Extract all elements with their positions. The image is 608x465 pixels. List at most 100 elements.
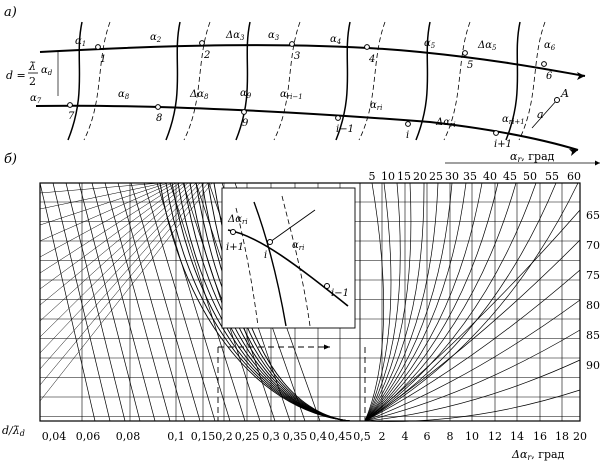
lower-angle-label-7: Δαri [435,117,456,129]
cross-diagonal [39,182,197,338]
fan-curve [364,182,385,422]
cross-diagonal [39,182,165,210]
bottom-right-axis-ticks: 2 4 6 8 10 12 14 16 18 20 [379,430,588,443]
diagonal-line [130,182,201,422]
fan-curve [364,182,579,422]
bottom-right-tick-label: 20 [573,430,587,443]
inset-delta-alpha: Δαri [227,214,248,226]
fan-curve [364,182,439,422]
top-tick-label: 20 [413,170,427,183]
bottom-right-tick-label: 4 [402,430,409,443]
diagonal-line [52,182,111,422]
fan-curve [364,182,425,422]
diagonal-line [104,182,171,422]
isoline-dashed-2 [183,21,211,141]
upper-point-label-1: 1 [100,54,106,65]
lower-point-label-2: 8 [156,113,162,124]
wavefront-solid-2 [165,21,181,141]
top-tick-label: 40 [483,170,497,183]
bottom-left-tick-label: 0,15 [191,430,216,443]
bottom-left-tick-label: 0,08 [116,430,141,443]
diagonal-line [39,182,96,422]
bottom-left-tick-label: 0,3 [262,430,280,443]
a-segment [531,99,558,129]
cross-diagonal [39,182,189,306]
fan-curve-right [364,209,581,422]
bottom-right-tick-label: 2 [379,430,386,443]
cross-diagonal [39,182,185,290]
lower-point-label-3: 9 [242,118,249,129]
wavefront-solid-6 [505,21,521,141]
upper-point-label-4: 4 [368,54,375,65]
upper-point-label-3: 3 [294,51,300,62]
bottom-right-axis-title: Δαr, град [511,448,565,462]
wavefront-solid-3 [235,21,251,141]
top-tick-label: 25 [429,170,443,183]
cross-diagonal [39,182,205,370]
lower-angle-label-8: αri+1 [502,114,525,126]
bottom-left-tick-label: 0,2 [215,430,233,443]
fan-curve [364,182,467,422]
lower-point-marker-1 [67,102,73,108]
upper-ray-trajectory [39,44,586,77]
inset-normal [269,209,316,243]
bottom-left-tick-label: 0,25 [235,430,260,443]
lower-point-label-6: i+1 [494,139,512,150]
inset-frame [221,187,356,329]
fan-curve-right [364,239,581,422]
diagonal-line [182,182,261,422]
part-a-label: а) [4,5,17,20]
top-tick-label: 60 [567,170,581,183]
right-tick-label: 70 [586,239,600,252]
fan-curve-right [364,299,581,422]
right-tick-label: 80 [586,299,600,312]
lambda-bar-label: λ̄ [28,60,36,73]
bottom-right-tick-label: 16 [533,430,547,443]
bottom-left-tick-label: 0,35 [283,430,308,443]
fan-curve [364,182,412,422]
upper-angle-label-6: α5 [424,38,436,50]
fan-curve [364,182,392,422]
fan-curve-right [364,329,581,422]
wavefront-solid-1 [67,21,83,141]
lower-point-marker-2 [155,104,161,110]
fan-curve [364,182,401,422]
bottom-left-tick-label: 0,45 [328,430,353,443]
cross-diagonal [39,182,213,402]
diagonal-line [91,182,156,422]
point-a-marker [554,97,560,103]
right-tick-label: 65 [586,209,600,222]
top-tick-label: 35 [463,170,477,183]
bottom-right-tick-label: 14 [510,430,524,443]
upper-point-marker-4 [364,44,370,50]
alpha-d-label: αd [41,65,53,77]
isoline-dashed-1 [83,21,111,141]
upper-angle-label-3: Δα3 [225,30,245,42]
hidden-helper [218,352,350,380]
d-equals-label: d = [6,69,26,82]
cross-diagonal [39,182,169,226]
bottom-right-tick-label: 8 [447,430,454,443]
inset-point-right [324,283,330,289]
lower-angle-label-3: Δα8 [189,89,209,101]
fan-curve-right [364,389,581,422]
wavefront-solid-5 [415,21,431,141]
bottom-left-tick-label: 0,5 [353,430,371,443]
right-tick-label: 90 [586,359,600,372]
upper-point-label-6: 6 [546,71,553,82]
nomogram-grid [39,183,581,421]
diagonal-line [78,182,141,422]
fan-curve [364,182,499,422]
cross-diagonal [39,182,193,322]
top-axis-label: αr, град [510,150,555,164]
cross-diagonal [39,182,209,386]
lower-angle-label-4: α9 [240,88,252,100]
right-tick-label: 75 [586,269,600,282]
cross-diagonal [39,182,173,242]
upper-point-marker-3 [289,41,295,47]
wavefront-lines [67,21,546,141]
top-tick-label: 15 [397,170,411,183]
lower-point-label-4: i−1 [336,124,354,135]
upper-angle-label-8: α6 [544,40,556,52]
